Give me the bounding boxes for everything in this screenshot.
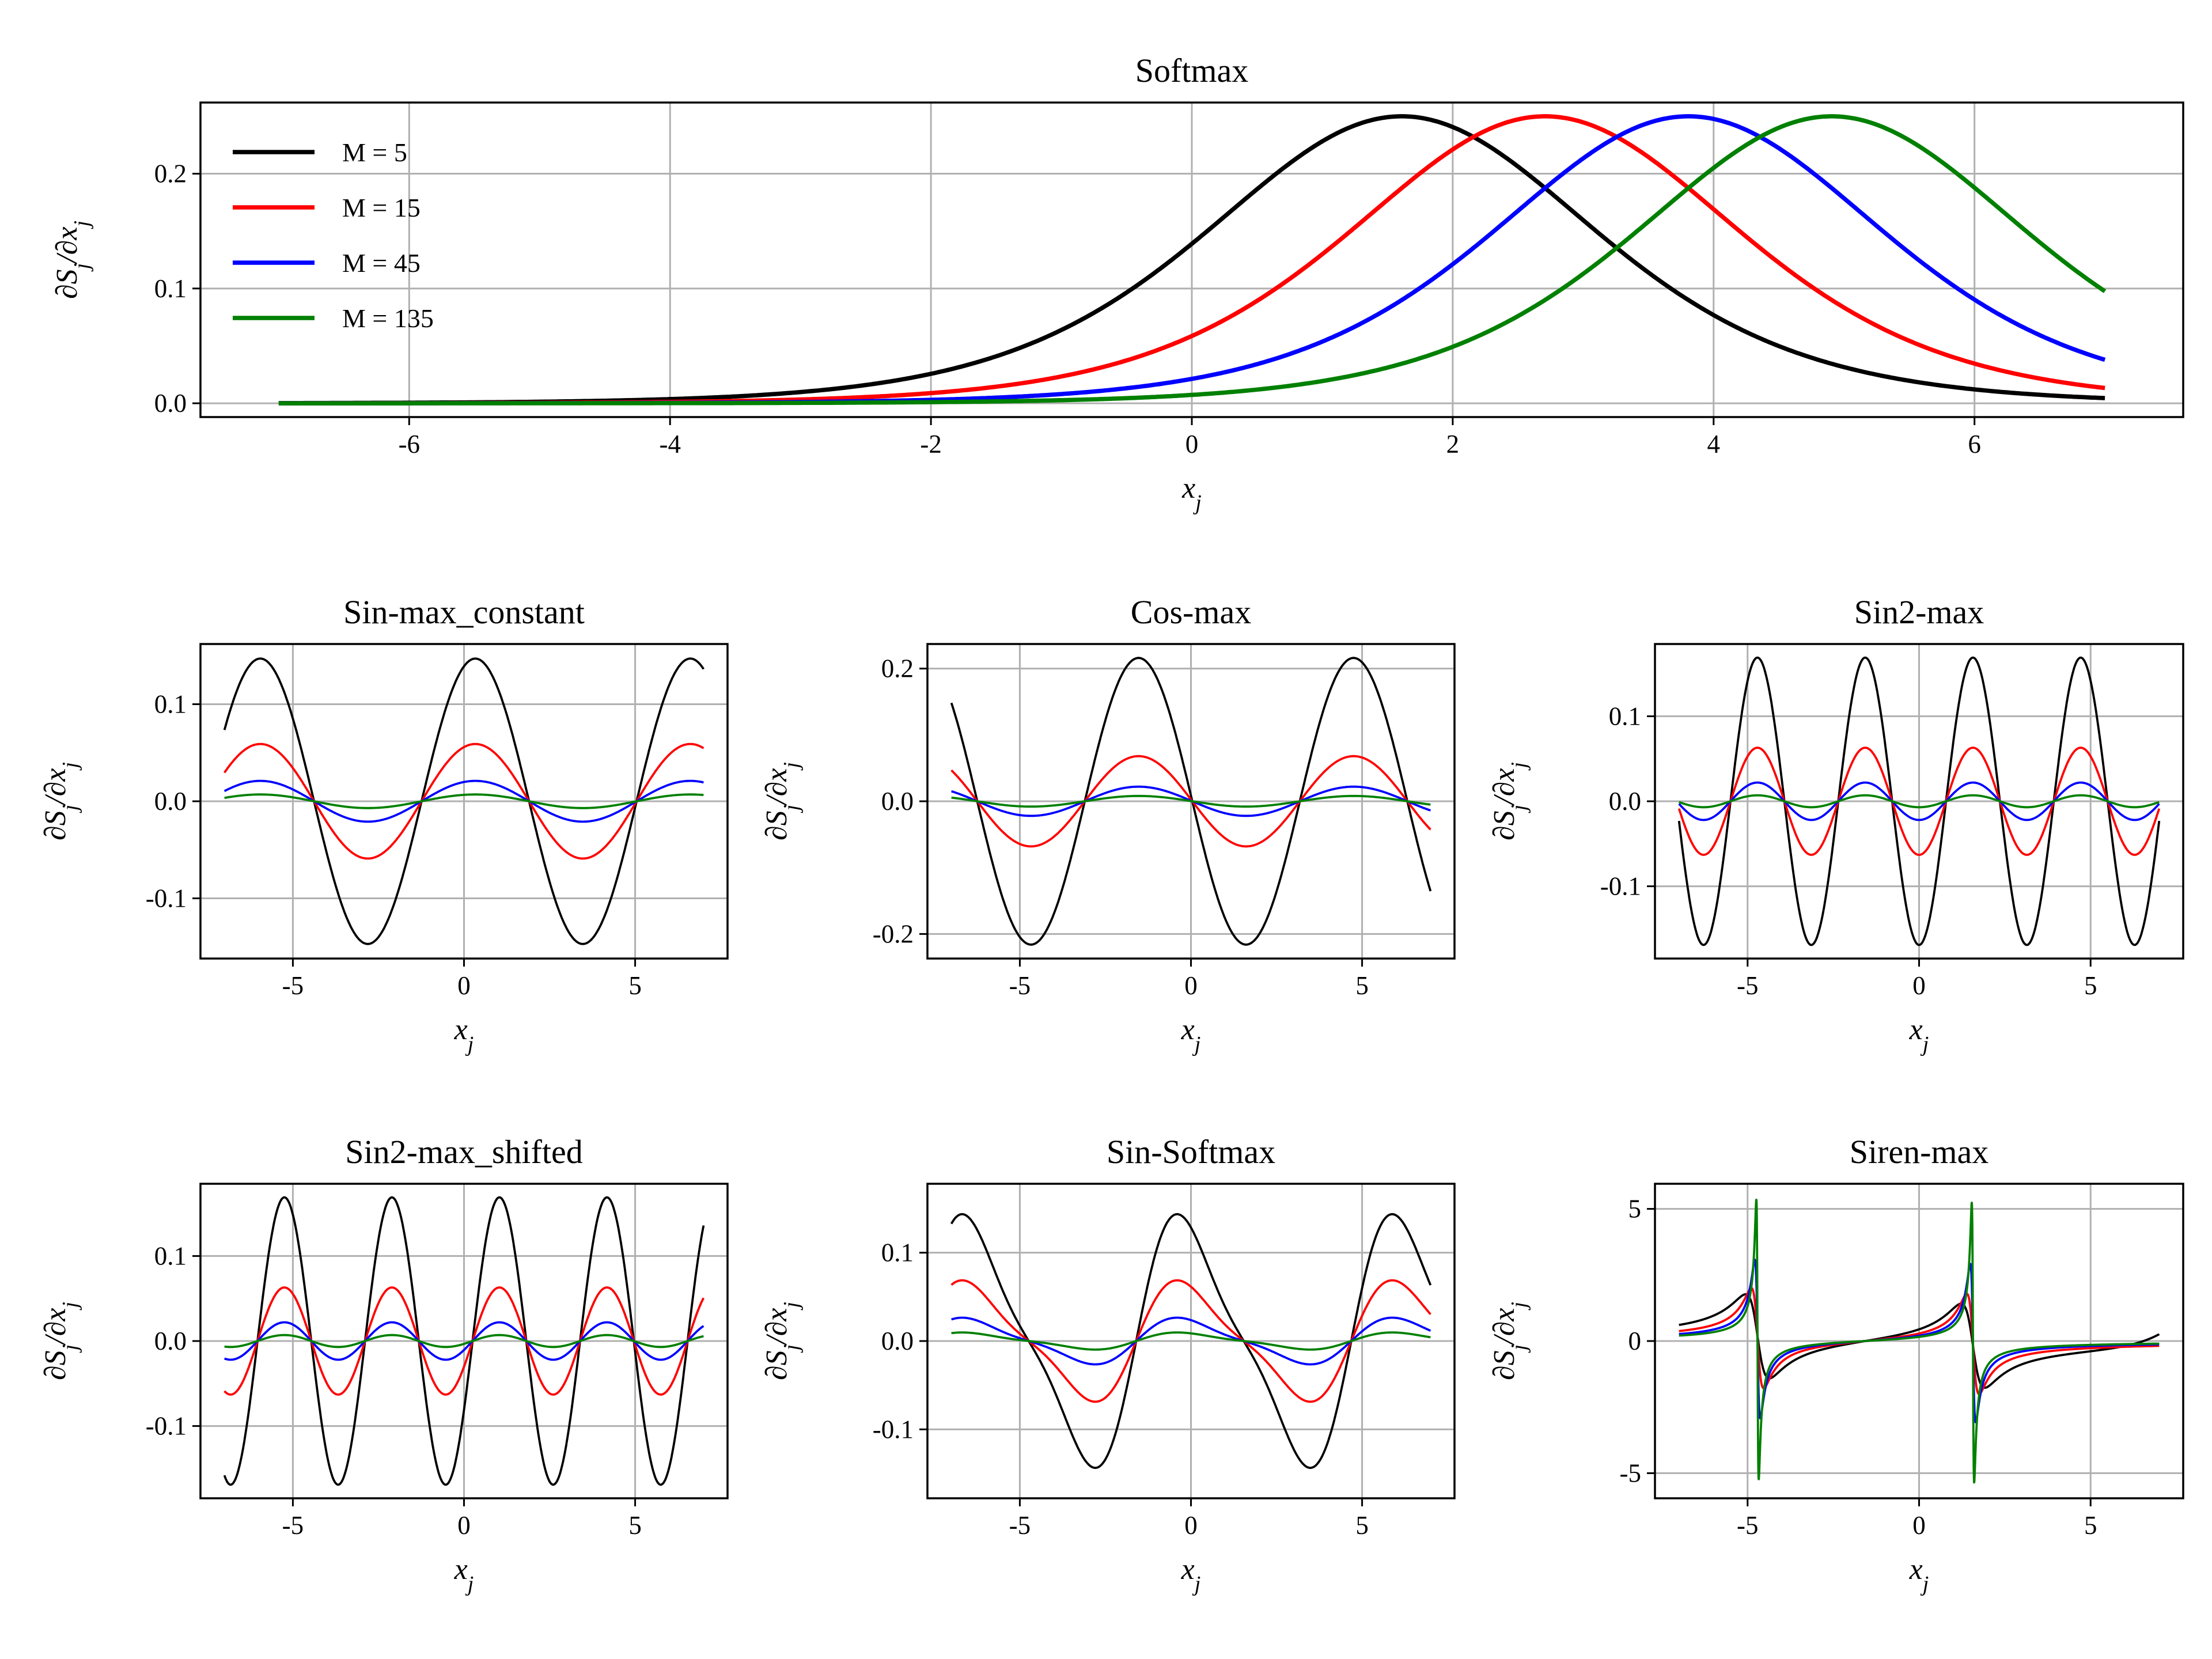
series-line-0 xyxy=(950,657,1432,946)
series-line-2 xyxy=(224,779,704,823)
x-tick-label: 0 xyxy=(457,971,471,1000)
y-tick-label: 5 xyxy=(1628,1195,1642,1224)
panel-sin2-max: -5 0 5 -0.1 0.0 0.1 Sin2-max xj ∂Sj/∂xj xyxy=(1488,593,2184,1056)
series-line-2 xyxy=(224,1321,704,1361)
x-axis-label: xj xyxy=(1909,1013,1929,1056)
legend-entry: M = 5 xyxy=(342,138,407,167)
y-axis-label: ∂Sj/∂xj xyxy=(760,762,804,840)
x-axis-label: xj xyxy=(1181,1553,1201,1596)
series-line-1 xyxy=(224,1286,705,1396)
chart-title: Softmax xyxy=(1135,52,1249,89)
y-tick-label: 0.2 xyxy=(881,654,914,683)
x-tick-label: 6 xyxy=(1968,430,1981,459)
y-tick-label: 0.0 xyxy=(154,1327,187,1355)
series-line-1 xyxy=(1677,747,2161,856)
legend-entry: M = 15 xyxy=(342,193,421,222)
x-tick-label: -5 xyxy=(1009,971,1031,1000)
y-tick-label: 0.1 xyxy=(154,274,187,303)
y-tick-label: -0.1 xyxy=(146,884,187,913)
x-tick-label: -5 xyxy=(1737,971,1759,1000)
y-tick-label: 0.1 xyxy=(154,1241,187,1270)
x-axis-label: xj xyxy=(454,1013,474,1056)
x-tick-label: 5 xyxy=(2084,1511,2097,1540)
panel-softmax: -6 -4 -2 0 2 4 6 0.0 0.1 0.2 Softmax xj ∂Sj/∂xj M = 5… xyxy=(51,52,2184,515)
y-tick-label: 0.0 xyxy=(881,1327,914,1355)
series-line-0 xyxy=(223,657,704,945)
chart-title: Sin-max_constant xyxy=(343,593,585,631)
y-axis-label: ∂Sj/∂xj xyxy=(1488,762,1531,840)
series-line-3 xyxy=(950,794,1431,808)
series-line-3 xyxy=(950,1331,1431,1351)
x-tick-label: 0 xyxy=(1185,430,1199,459)
y-tick-label: -0.1 xyxy=(1600,872,1641,901)
y-tick-label: -5 xyxy=(1620,1459,1642,1487)
x-tick-label: -5 xyxy=(282,1511,304,1540)
x-tick-label: 5 xyxy=(1355,1511,1369,1540)
legend: M = 5 M = 15 M = 45 M = 135 xyxy=(233,138,434,333)
y-tick-label: 0.2 xyxy=(154,160,187,188)
y-tick-label: 0.1 xyxy=(154,690,187,718)
y-tick-label: 0.0 xyxy=(154,389,187,418)
x-tick-label: 0 xyxy=(1912,1511,1926,1540)
panel-sin-softmax: -5 0 5 -0.1 0.0 0.1 Sin-Softmax xj ∂Sj/∂xj xyxy=(760,1133,1456,1596)
x-tick-label: -5 xyxy=(282,971,304,1000)
series-line-3 xyxy=(1679,794,2160,809)
series-line-2 xyxy=(1678,1259,2160,1423)
x-tick-label: 5 xyxy=(628,971,642,1000)
x-tick-label: 0 xyxy=(1184,971,1198,1000)
chart-title: Sin2-max xyxy=(1854,593,1984,631)
chart-title: Cos-max xyxy=(1131,593,1251,631)
series-line-0 xyxy=(1677,656,2161,946)
x-axis-label: xj xyxy=(1909,1553,1929,1596)
series-line-3 xyxy=(224,1334,704,1349)
y-tick-label: 0.0 xyxy=(881,787,914,816)
x-axis-label: xj xyxy=(1181,1013,1201,1056)
x-tick-label: -5 xyxy=(1737,1511,1759,1540)
y-tick-label: 0.1 xyxy=(881,1238,914,1267)
chart-title: Sin-Softmax xyxy=(1107,1133,1275,1171)
panel-siren-max: -5 0 5 -5 0 5 Siren-max xj ∂Sj/∂xj xyxy=(1488,1133,2184,1596)
y-axis-label: ∂Sj/∂xj xyxy=(51,221,94,299)
x-tick-label: -2 xyxy=(920,430,942,459)
panel-cos-max: -5 0 5 -0.2 0.0 0.2 Cos-max xj ∂Sj/∂xj xyxy=(760,593,1456,1056)
chart-title: Siren-max xyxy=(1850,1133,1989,1171)
y-axis-label: ∂Sj/∂xj xyxy=(1488,1302,1531,1380)
y-tick-label: 0 xyxy=(1628,1327,1642,1355)
series-line-1 xyxy=(950,755,1431,848)
y-axis-label: ∂Sj/∂xj xyxy=(760,1302,804,1380)
y-tick-label: -0.2 xyxy=(873,919,914,948)
legend-entry: M = 135 xyxy=(342,304,434,333)
x-tick-label: 5 xyxy=(628,1511,642,1540)
series-line-3 xyxy=(1678,1198,2160,1484)
x-tick-label: 0 xyxy=(457,1511,471,1540)
x-tick-label: -4 xyxy=(659,430,681,459)
y-tick-label: 0.1 xyxy=(1609,702,1641,730)
chart-title: Sin2-max_shifted xyxy=(345,1133,582,1171)
series-line-1 xyxy=(224,743,704,860)
y-tick-label: 0.0 xyxy=(154,787,187,816)
legend-entry: M = 45 xyxy=(342,248,421,278)
y-tick-label: -0.1 xyxy=(873,1415,914,1444)
series-line-0 xyxy=(223,1196,705,1486)
x-tick-label: 0 xyxy=(1912,971,1926,1000)
y-tick-label: -0.1 xyxy=(146,1412,187,1441)
x-tick-label: -6 xyxy=(399,430,421,459)
x-tick-label: 5 xyxy=(2084,971,2097,1000)
x-tick-label: 0 xyxy=(1184,1511,1198,1540)
x-axis-label: xj xyxy=(1181,472,1202,515)
series-line-3 xyxy=(224,793,704,809)
x-tick-label: 5 xyxy=(1355,971,1369,1000)
x-tick-label: 2 xyxy=(1446,430,1460,459)
series-line-3 xyxy=(278,114,2107,406)
x-axis-label: xj xyxy=(454,1553,474,1596)
x-tick-label: -5 xyxy=(1009,1511,1031,1540)
x-tick-label: 4 xyxy=(1707,430,1721,459)
series-line-2 xyxy=(1678,781,2160,821)
y-tick-label: 0.0 xyxy=(1609,787,1641,816)
y-axis-label: ∂Sj/∂xj xyxy=(39,762,82,840)
y-axis-label: ∂Sj/∂xj xyxy=(39,1302,82,1380)
